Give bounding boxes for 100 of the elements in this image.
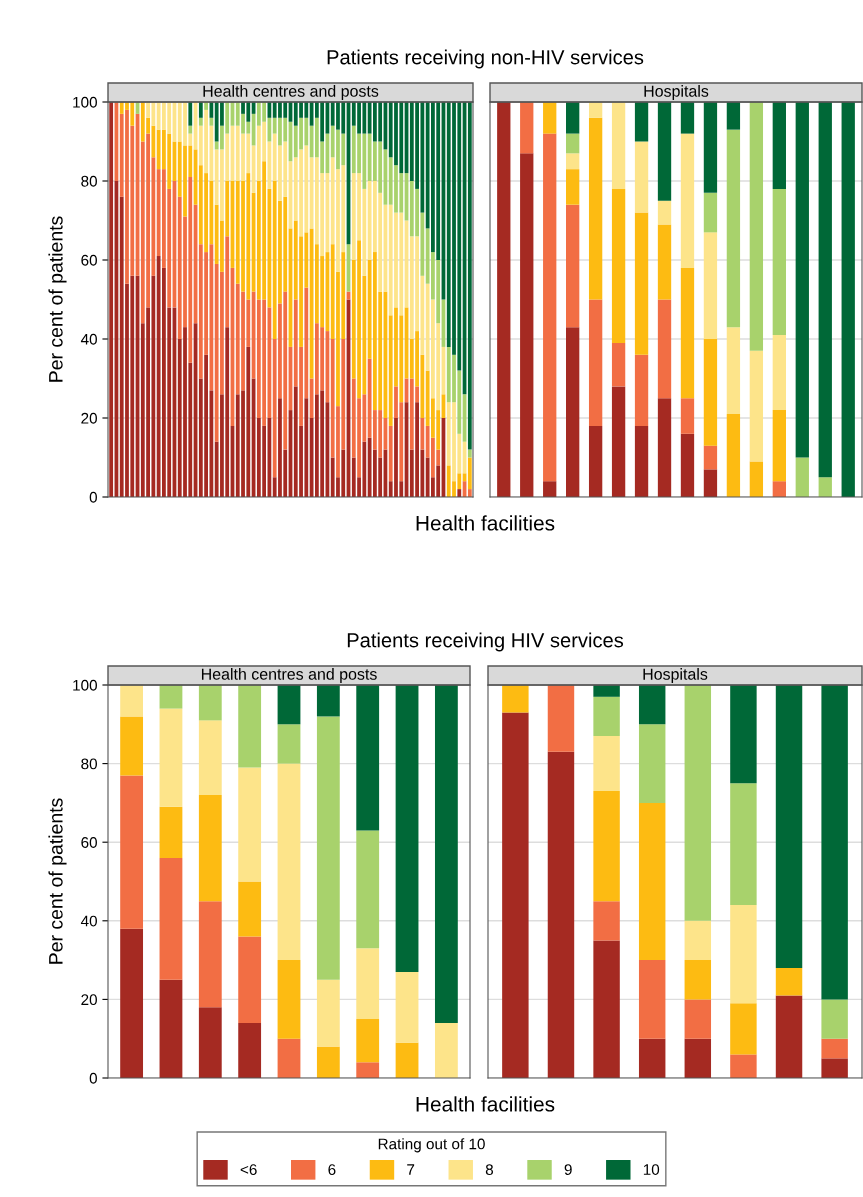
bar: [684, 999, 712, 1039]
bar: [749, 350, 764, 462]
bar: [703, 445, 718, 470]
bar: [566, 327, 580, 497]
bar: [159, 708, 183, 807]
bar: [593, 696, 620, 737]
bar: [772, 481, 786, 497]
bar: [680, 267, 695, 399]
bar: [634, 141, 649, 213]
bar: [316, 716, 340, 980]
y-axis-title: Per cent of patients: [48, 216, 67, 382]
bar: [547, 685, 575, 752]
bar: [634, 354, 649, 426]
bar: [611, 102, 626, 189]
bar: [593, 940, 620, 1078]
chart-subtitle: Hospitals: [643, 668, 708, 683]
legend-label: 6: [328, 1164, 336, 1175]
bar: [467, 489, 472, 497]
bar: [588, 117, 603, 300]
bar: [209, 117, 214, 126]
bar: [821, 999, 848, 1039]
legend-label: 9: [564, 1164, 572, 1175]
bar: [457, 489, 462, 497]
bar: [680, 102, 695, 134]
bar: [634, 102, 649, 142]
bar: [238, 685, 262, 768]
bar: [611, 342, 626, 387]
y-tick-label: 0: [89, 491, 97, 503]
bar: [198, 1007, 222, 1078]
bar: [120, 928, 144, 1078]
bar: [467, 449, 472, 458]
y-tick-label: 40: [80, 333, 97, 345]
y-tick-label: 80: [81, 175, 97, 187]
bar: [159, 806, 183, 858]
y-tick-label: 80: [81, 758, 97, 770]
bar: [356, 830, 380, 949]
bar: [356, 1062, 380, 1078]
bar: [543, 481, 557, 497]
bar: [657, 398, 672, 497]
bar: [749, 102, 764, 351]
bar: [209, 102, 214, 118]
bar: [726, 414, 741, 497]
bar: [238, 767, 262, 882]
bar: [356, 1019, 380, 1063]
bar: [188, 125, 193, 134]
bar: [726, 102, 741, 130]
bar: [277, 763, 301, 961]
bar: [818, 102, 832, 478]
legend-label: <6: [240, 1164, 257, 1175]
x-axis-title: Health facilities: [416, 1096, 555, 1112]
bar: [566, 102, 580, 134]
y-tick-label: 40: [80, 915, 97, 927]
bar: [198, 685, 222, 721]
bar: [634, 212, 649, 355]
bar: [395, 971, 419, 1043]
bar: [120, 685, 144, 717]
bar: [703, 469, 718, 497]
bar: [388, 425, 393, 482]
bar: [566, 153, 580, 170]
bar: [395, 1042, 419, 1078]
bar: [749, 461, 764, 497]
bar: [772, 188, 786, 336]
bar: [434, 1022, 458, 1078]
bar: [159, 685, 183, 709]
bar: [703, 102, 718, 193]
bar: [772, 102, 786, 189]
bar: [818, 477, 832, 497]
legend-label: 7: [407, 1164, 415, 1175]
bar: [502, 712, 529, 1078]
bar: [730, 685, 757, 784]
bar: [638, 1038, 666, 1078]
legend-label: 8: [485, 1164, 494, 1175]
bar: [726, 129, 741, 328]
bar: [502, 685, 529, 713]
chart-title: Patients receiving non-HIV services: [327, 49, 644, 69]
chart-subtitle: Hospitals: [644, 85, 709, 100]
bar: [566, 169, 580, 205]
bar: [395, 685, 419, 972]
y-tick-label: 100: [73, 96, 97, 108]
chart-subtitle: Health centres and posts: [201, 668, 377, 683]
bar: [703, 339, 718, 446]
bar: [547, 751, 575, 1078]
bar: [198, 720, 222, 796]
bar: [159, 979, 183, 1078]
bar: [775, 967, 803, 996]
chart-title: Patients receiving HIV services: [347, 632, 624, 652]
bar: [316, 1046, 340, 1078]
legend-label: 10: [643, 1164, 660, 1175]
bar: [588, 425, 603, 497]
bar: [684, 685, 712, 921]
bar: [680, 133, 695, 268]
bar: [277, 724, 301, 764]
bar: [356, 685, 380, 831]
bar: [316, 979, 340, 1047]
bar: [638, 724, 666, 803]
bar: [497, 102, 511, 497]
bar: [198, 117, 203, 126]
bar: [638, 802, 666, 961]
legend-title: Rating out of 10: [378, 1138, 485, 1153]
bar: [434, 685, 458, 1023]
